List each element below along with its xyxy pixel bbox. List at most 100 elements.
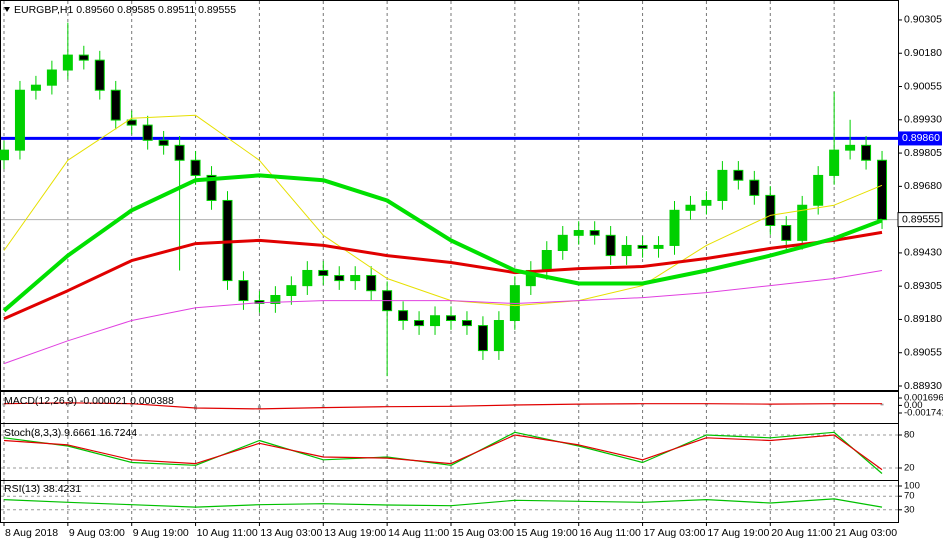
candle-body xyxy=(877,159,888,221)
candle-body xyxy=(30,84,41,91)
histogram-bar xyxy=(385,405,389,407)
candle-body xyxy=(717,169,728,201)
candle-body xyxy=(350,275,361,282)
y-tick-label: 0.89305 xyxy=(904,280,942,292)
x-tick-label: 9 Aug 19:00 xyxy=(133,527,189,539)
candle-body xyxy=(461,320,472,327)
price-label-box xyxy=(897,212,943,228)
panel-frame xyxy=(0,480,899,523)
x-tick-label: 21 Aug 03:00 xyxy=(835,527,897,539)
candle-body xyxy=(573,230,584,236)
level-label: 0.89860 xyxy=(902,132,940,144)
candle-body xyxy=(749,179,760,196)
x-tick-label: 9 Aug 03:00 xyxy=(69,527,125,539)
candle-body xyxy=(589,230,600,236)
candle-body xyxy=(318,269,329,277)
x-tick-label: 17 Aug 19:00 xyxy=(707,527,769,539)
y-tick-label: 20 xyxy=(904,463,915,474)
panel-title: Stoch(8,3,3) 9.6661 16.7244 xyxy=(4,427,137,439)
x-tick-label: 20 Aug 11:00 xyxy=(771,527,832,539)
candle-body xyxy=(14,89,25,151)
y-tick-label: 0.89930 xyxy=(904,114,942,126)
candle-body xyxy=(621,244,632,257)
candle-body xyxy=(733,169,744,181)
indicator-line xyxy=(3,434,883,471)
candle-body xyxy=(110,89,121,121)
candle-body xyxy=(174,144,185,161)
indicator-line xyxy=(3,431,883,474)
y-tick-label: 70 xyxy=(904,491,915,502)
panel-title: MACD(12,26,9) -0.000021 0.000388 xyxy=(4,395,174,407)
histogram-bar xyxy=(832,403,836,406)
histogram-bar xyxy=(641,403,645,406)
x-tick-label: 10 Aug 11:00 xyxy=(197,527,258,539)
candle-body xyxy=(797,204,808,241)
indicator-line xyxy=(2,173,883,313)
candle-body xyxy=(414,320,425,327)
candle-body xyxy=(302,269,313,287)
candle-body xyxy=(861,144,872,161)
y-tick-label: 30 xyxy=(904,504,915,515)
candle-body xyxy=(685,204,696,211)
histogram-bar xyxy=(321,405,325,407)
candle-body xyxy=(254,300,265,304)
candle-body xyxy=(637,244,648,249)
candle-body xyxy=(0,149,9,161)
indicator-line xyxy=(3,498,883,508)
candle-body xyxy=(206,174,217,201)
candle-body xyxy=(653,244,664,249)
collapse-icon xyxy=(4,7,10,12)
x-tick-label: 16 Aug 11:00 xyxy=(580,527,641,539)
x-tick-label: 13 Aug 03:00 xyxy=(260,527,322,539)
y-tick-label: 0.90305 xyxy=(904,14,942,26)
price-label: 0.89555 xyxy=(902,213,940,225)
candle-body xyxy=(430,315,441,327)
y-tick-label: 0.001696 xyxy=(904,393,943,404)
y-tick-label: 0.90055 xyxy=(904,80,942,92)
histogram-bar xyxy=(704,403,708,406)
histogram-bar xyxy=(2,403,6,406)
panel-title: EURGBP,H1 0.89560 0.89585 0.89511 0.8955… xyxy=(14,4,236,16)
y-tick-label: -0.001741 xyxy=(904,408,943,419)
panel-frame xyxy=(0,0,899,391)
y-tick-label: 0.00 xyxy=(904,400,923,411)
candle-body xyxy=(445,315,456,322)
x-tick-label: 14 Aug 11:00 xyxy=(388,527,449,539)
candle-body xyxy=(398,310,409,322)
histogram-bar xyxy=(880,403,884,406)
candle-body xyxy=(238,280,249,302)
histogram-bar xyxy=(66,401,70,406)
y-tick-label: 0.89680 xyxy=(904,180,942,192)
candle-body xyxy=(270,294,281,304)
candle-body xyxy=(845,144,856,151)
candle-body xyxy=(94,59,105,91)
histogram-bar xyxy=(130,404,134,406)
candle-body xyxy=(813,174,824,206)
candle-body xyxy=(142,124,153,141)
indicator-line xyxy=(3,230,883,321)
panel-title: RSI(13) 38.4231 xyxy=(4,483,81,495)
candle-body xyxy=(493,320,504,352)
indicator-line xyxy=(3,402,882,410)
candle-body xyxy=(541,250,552,271)
level-label-box xyxy=(898,131,942,146)
indicator-line xyxy=(3,270,883,365)
y-tick-label: 0.89430 xyxy=(904,247,942,259)
candle-body xyxy=(78,54,89,61)
candle-body xyxy=(829,149,840,176)
candle-body xyxy=(781,224,792,241)
y-tick-label: 100 xyxy=(904,481,920,492)
y-tick-label: 0.88930 xyxy=(904,380,942,392)
histogram-bar xyxy=(768,404,772,406)
x-tick-label: 17 Aug 03:00 xyxy=(644,527,706,539)
candle-body xyxy=(334,275,345,282)
candle-body xyxy=(126,119,137,126)
candle-body xyxy=(158,139,169,146)
candle-body xyxy=(190,159,201,176)
candle-body xyxy=(477,325,488,352)
y-tick-label: 0.89805 xyxy=(904,147,942,159)
candle-body xyxy=(557,234,568,252)
candle-body xyxy=(605,234,616,257)
